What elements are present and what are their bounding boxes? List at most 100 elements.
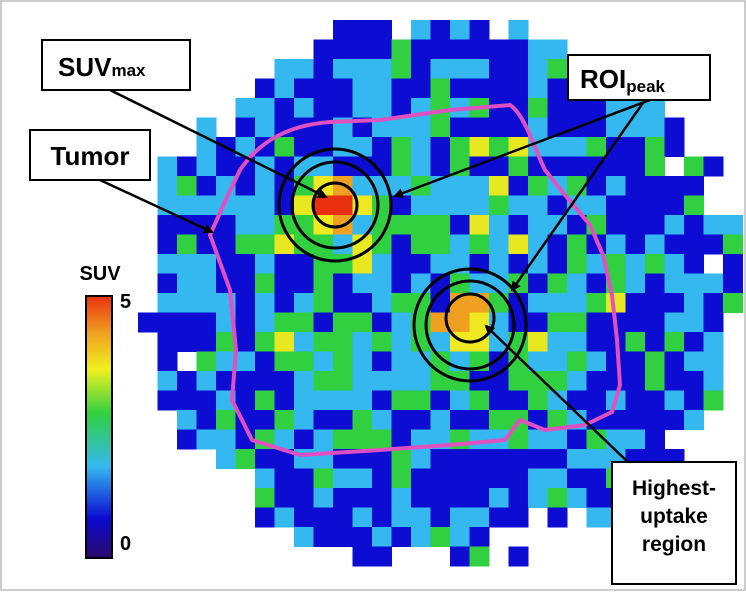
pixel: [353, 371, 373, 391]
pixel: [704, 215, 724, 235]
pixel: [470, 40, 490, 60]
pixel: [314, 79, 334, 99]
pixel: [606, 293, 626, 313]
pixel: [177, 235, 197, 255]
pixel: [509, 157, 529, 177]
pixel: [450, 391, 470, 411]
pixel: [450, 410, 470, 430]
pixel: [489, 391, 509, 411]
pixel: [236, 391, 256, 411]
pixel: [372, 410, 392, 430]
pixel: [470, 391, 490, 411]
pixel: [470, 235, 490, 255]
pixel: [197, 157, 217, 177]
pixel: [489, 449, 509, 469]
pixel: [587, 488, 607, 508]
pixel: [216, 430, 236, 450]
pixel: [528, 469, 548, 489]
pixel: [372, 547, 392, 567]
pixel: [684, 274, 704, 294]
pixel: [450, 469, 470, 489]
pixel: [626, 293, 646, 313]
pixel: [606, 430, 626, 450]
pixel: [450, 488, 470, 508]
pixel: [333, 430, 353, 450]
pixel: [314, 98, 334, 118]
pixel: [723, 293, 743, 313]
label-main: SUV: [58, 52, 112, 82]
pixel: [470, 449, 490, 469]
pixel: [548, 449, 568, 469]
pixel: [450, 235, 470, 255]
pixel: [587, 332, 607, 352]
pixel: [470, 547, 490, 567]
pixel: [236, 98, 256, 118]
pixel: [645, 430, 665, 450]
pixel: [236, 215, 256, 235]
pixel: [158, 274, 178, 294]
pixel: [294, 313, 314, 333]
pixel: [548, 137, 568, 157]
pixel: [645, 215, 665, 235]
pixel: [392, 391, 412, 411]
pixel: [333, 527, 353, 547]
pixel: [528, 196, 548, 216]
pixel: [236, 254, 256, 274]
pixel: [411, 527, 431, 547]
pixel: [197, 391, 217, 411]
pixel: [294, 79, 314, 99]
pixel: [353, 313, 373, 333]
pixel: [528, 449, 548, 469]
pixel: [626, 274, 646, 294]
pixel: [645, 410, 665, 430]
pixel: [665, 235, 685, 255]
pixel: [567, 449, 587, 469]
pixel: [372, 508, 392, 528]
pixel: [450, 79, 470, 99]
pixel: [470, 176, 490, 196]
pixel: [392, 371, 412, 391]
pixel: [314, 59, 334, 79]
pixel: [548, 469, 568, 489]
pixel: [333, 79, 353, 99]
pixel: [548, 157, 568, 177]
pixel: [704, 313, 724, 333]
pixel: [333, 352, 353, 372]
pixel: [197, 410, 217, 430]
pixel: [197, 176, 217, 196]
pixel: [392, 449, 412, 469]
pixel: [333, 332, 353, 352]
pixel: [333, 410, 353, 430]
pixel: [392, 40, 412, 60]
pixel: [158, 371, 178, 391]
pixel: [411, 137, 431, 157]
pixel: [411, 274, 431, 294]
pixel: [314, 313, 334, 333]
pixel: [567, 274, 587, 294]
pixel: [489, 196, 509, 216]
label-sub: max: [111, 61, 146, 80]
pixel: [665, 371, 685, 391]
pixel: [509, 59, 529, 79]
pixel: [704, 157, 724, 177]
pixel: [470, 79, 490, 99]
pixel: [392, 293, 412, 313]
pixel: [158, 313, 178, 333]
pixel: [392, 410, 412, 430]
pixel: [450, 59, 470, 79]
pixel: [411, 410, 431, 430]
pixel: [372, 137, 392, 157]
pixel: [275, 98, 295, 118]
pixel: [450, 215, 470, 235]
pixel: [236, 449, 256, 469]
pixel: [528, 274, 548, 294]
pixel: [528, 391, 548, 411]
pixel: [606, 254, 626, 274]
pixel: [645, 118, 665, 138]
pixel: [294, 508, 314, 528]
pixel: [626, 118, 646, 138]
pixel: [314, 196, 334, 216]
pixel: [333, 508, 353, 528]
pixel: [314, 332, 334, 352]
pixel: [255, 352, 275, 372]
